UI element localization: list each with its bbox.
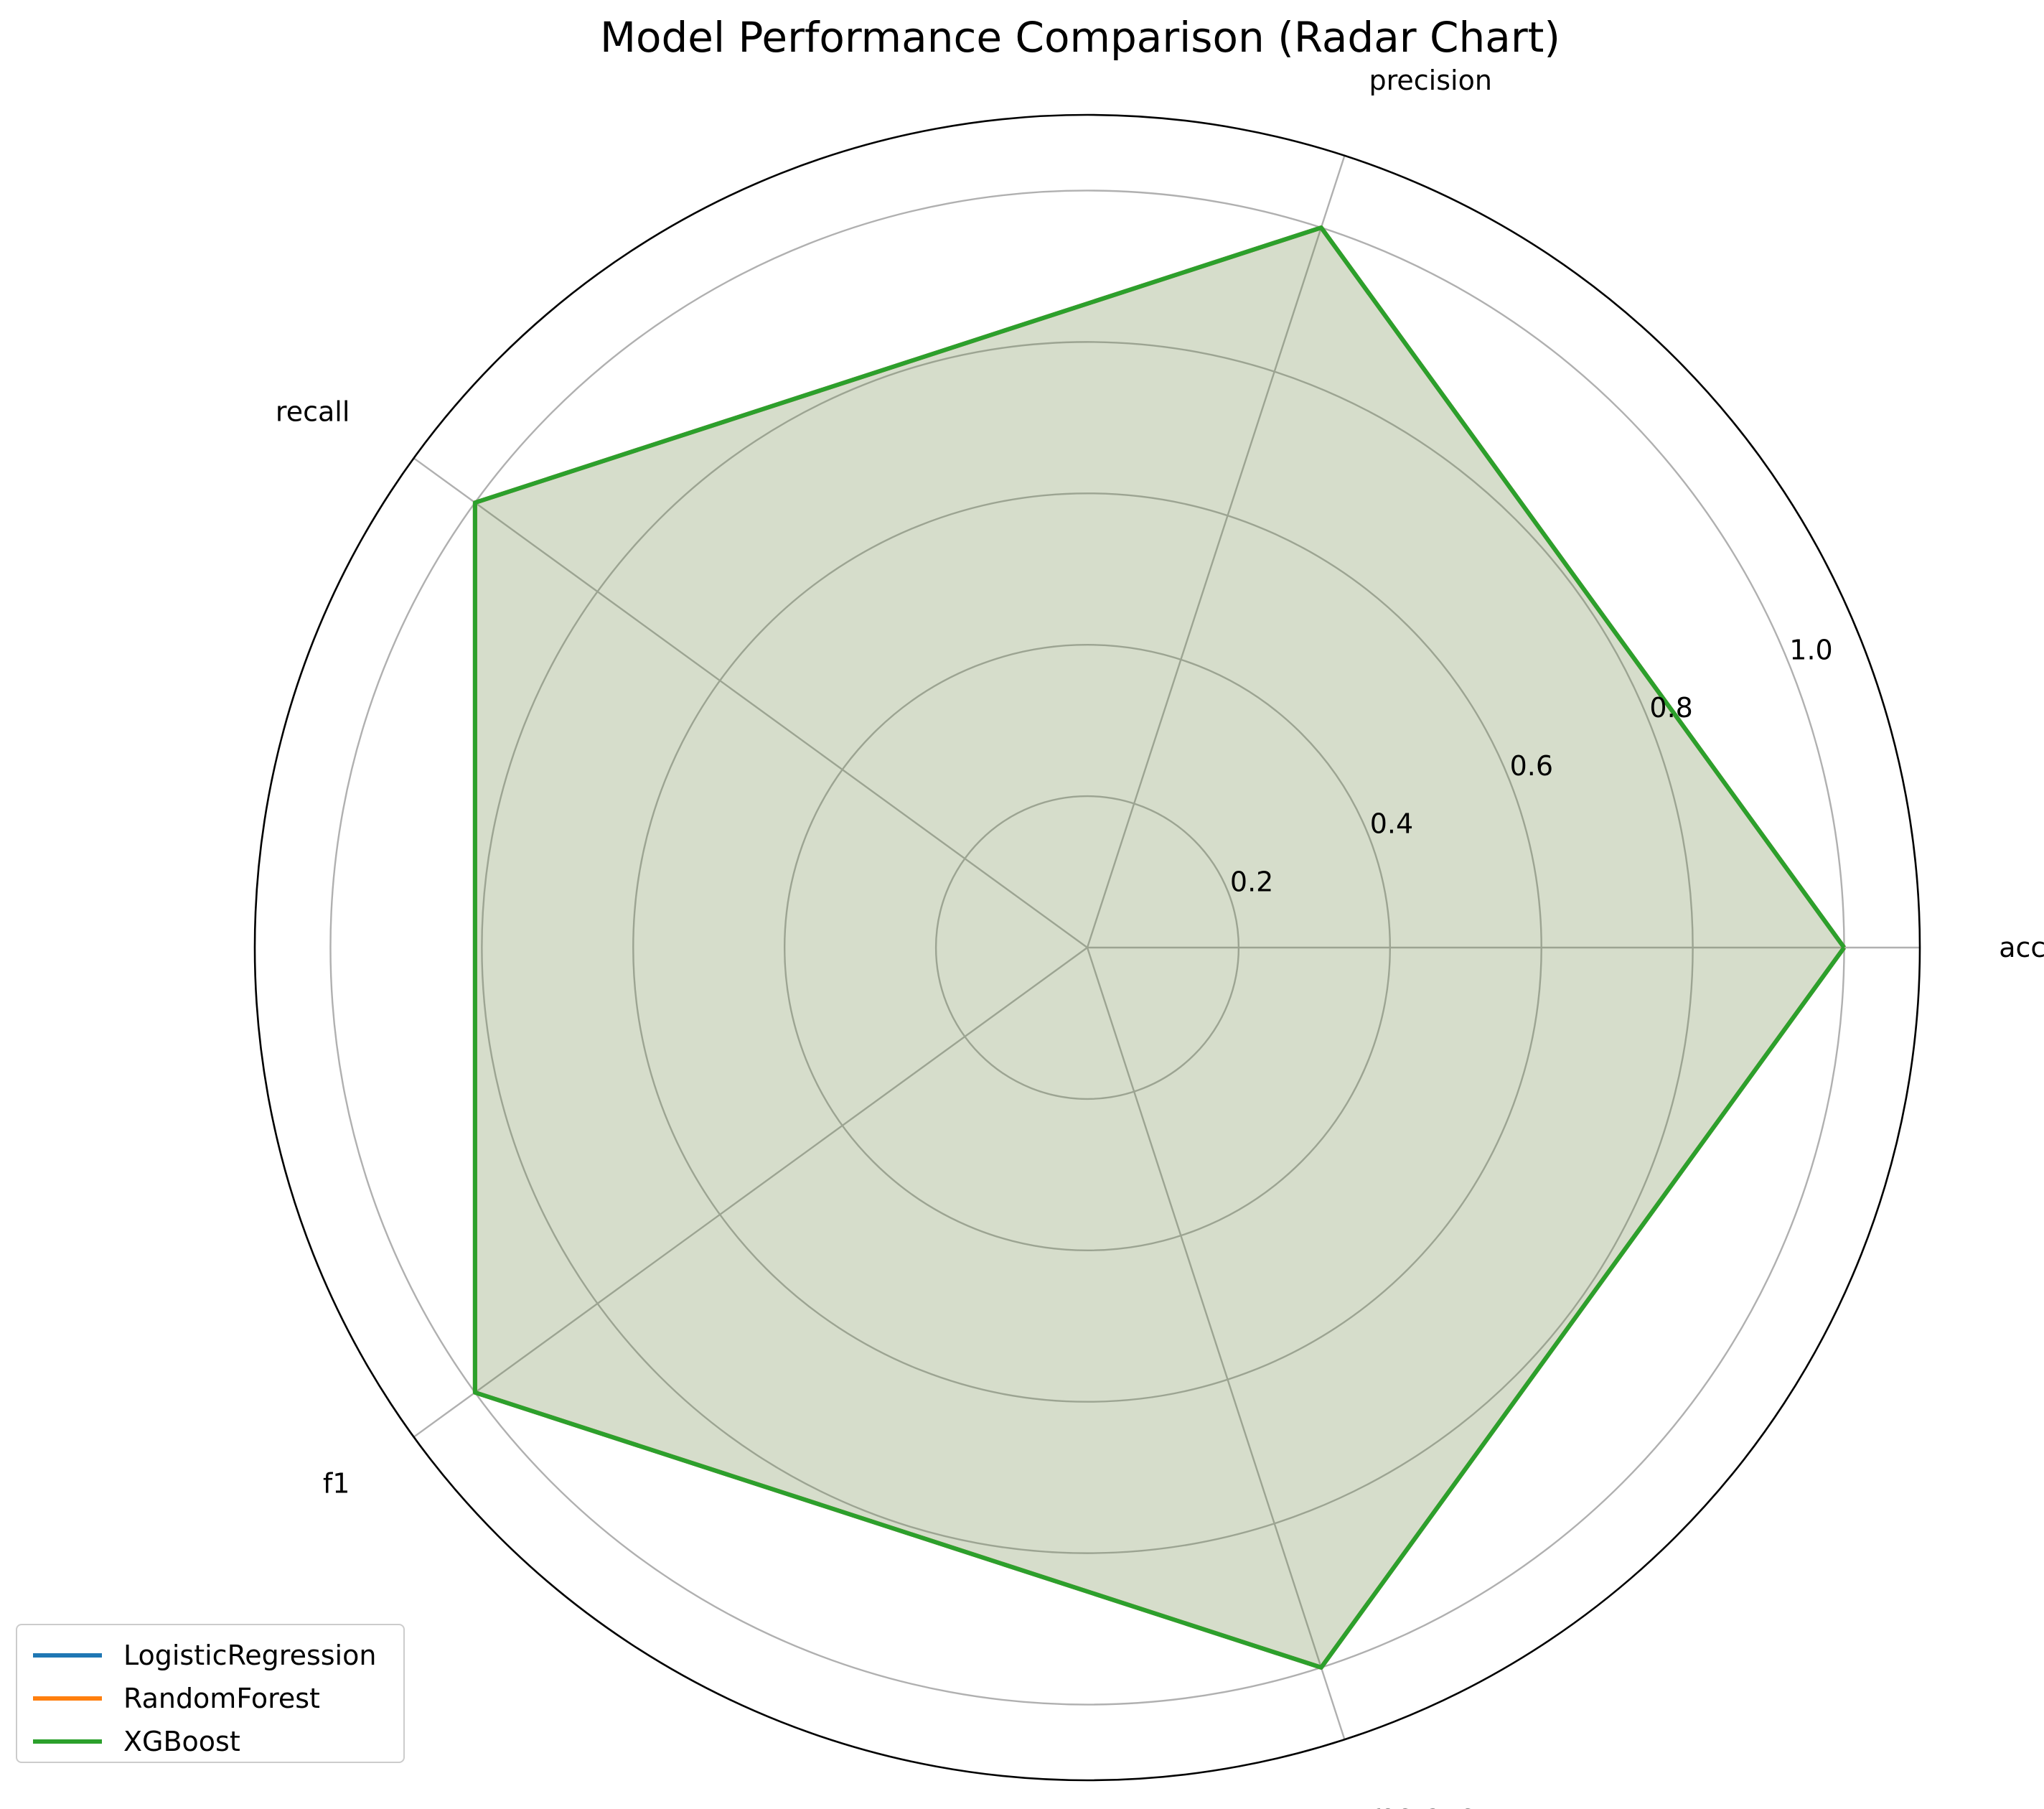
- axis-label-accuracy: accuracy: [1999, 932, 2044, 963]
- legend-swatch-random-forest: [33, 1696, 102, 1701]
- series-fill-randomforest: [474, 228, 1844, 1668]
- chart-title: Model Performance Comparison (Radar Char…: [599, 13, 1561, 62]
- axis-label-f1: f1: [323, 1468, 350, 1500]
- radar-series-layer: [472, 225, 1846, 1670]
- radial-tick-label-0-2: 0.2: [1230, 866, 1273, 897]
- legend-swatch-xgboost: [33, 1739, 102, 1744]
- axis-spoke-f1: [413, 947, 1088, 1438]
- series-fill-logisticregression: [474, 228, 1844, 1668]
- radial-tick-label-1-0: 1.0: [1789, 634, 1832, 665]
- axis-label-roc-auc: roc_auc: [1369, 1799, 1474, 1809]
- legend-swatch-logistic-regression: [33, 1653, 102, 1658]
- radial-tick-label-0-6: 0.6: [1510, 750, 1553, 782]
- legend-item-xgboost: XGBoost: [33, 1721, 240, 1762]
- axis-spoke-recall: [413, 457, 1088, 948]
- legend-label-random-forest: RandomForest: [123, 1683, 320, 1714]
- radar-grid: [253, 113, 1921, 1782]
- axis-label-recall: recall: [276, 396, 350, 427]
- legend-label-xgboost: XGBoost: [123, 1726, 240, 1757]
- radar-label-layer: accuracy precision recall f1 roc_auc 0.2 0.4 0.…: [276, 65, 2044, 1809]
- legend: LogisticRegression RandomForest XGBoost: [16, 1624, 405, 1763]
- legend-item-random-forest: RandomForest: [33, 1678, 320, 1719]
- polar-frame: [253, 113, 1921, 1782]
- radial-tick-label-0-8: 0.8: [1649, 692, 1692, 724]
- series-fill-xgboost: [474, 228, 1844, 1668]
- radial-tick-label-0-4: 0.4: [1370, 808, 1413, 840]
- legend-item-logistic-regression: LogisticRegression: [33, 1635, 376, 1675]
- axis-spoke-roc-auc: [1086, 947, 1346, 1740]
- axis-label-precision: precision: [1369, 65, 1492, 96]
- series-line-xgboost: [472, 225, 1846, 1670]
- axis-spoke-precision: [1086, 155, 1346, 948]
- legend-label-logistic-regression: LogisticRegression: [123, 1640, 377, 1671]
